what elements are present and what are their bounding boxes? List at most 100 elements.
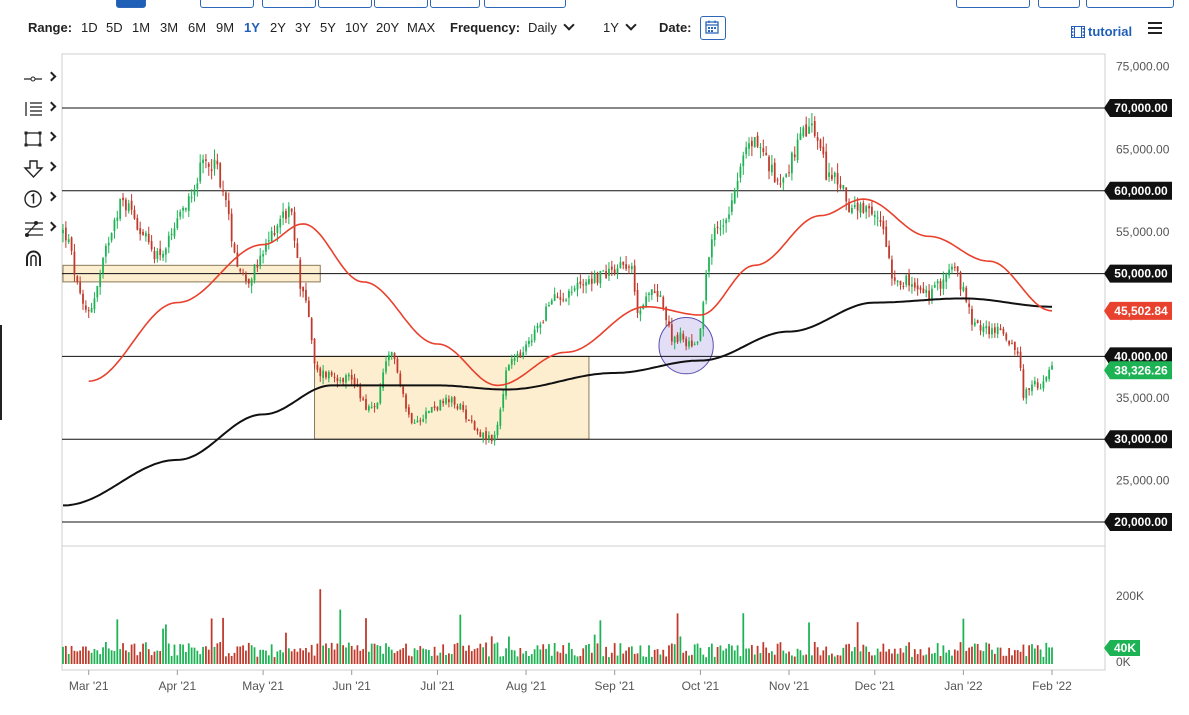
top-stub-7[interactable] <box>956 0 1030 8</box>
top-stub-4[interactable] <box>374 0 428 8</box>
frequency-select[interactable]: Daily <box>528 19 575 35</box>
volume-bar <box>856 622 859 664</box>
text-list-tool-button[interactable] <box>18 94 60 124</box>
candle-body <box>759 147 762 149</box>
volume-bar <box>931 653 933 664</box>
volume-bar <box>219 642 222 664</box>
date-picker-button[interactable] <box>700 16 726 40</box>
volume-bar <box>848 643 850 664</box>
candle-body <box>716 226 719 228</box>
volume-bar <box>64 645 67 664</box>
volume-bar <box>462 645 465 664</box>
candle-body <box>402 386 405 394</box>
level-tag-label: 30,000.00 <box>1114 432 1168 446</box>
range-5y-button[interactable]: 5Y <box>320 20 336 35</box>
text-list-icon <box>25 102 42 116</box>
volume-bar <box>1045 642 1048 664</box>
candle-body <box>1039 388 1042 390</box>
volume-bar <box>433 646 436 664</box>
top-stub-1[interactable] <box>200 0 254 8</box>
candle-body <box>216 160 219 165</box>
period-select[interactable]: 1Y <box>603 19 637 35</box>
range-5d-button[interactable]: 5D <box>106 20 123 35</box>
volume-bar <box>453 644 456 664</box>
rectangle-tool-button[interactable] <box>18 124 60 154</box>
range-9m-button[interactable]: 9M <box>216 20 235 35</box>
volume-bar <box>811 655 813 664</box>
volume-bar <box>190 647 193 664</box>
volume-bar <box>953 649 956 664</box>
line-tool-button[interactable] <box>18 64 60 94</box>
range-20y-button[interactable]: 20Y <box>376 20 400 35</box>
candle-body <box>502 394 505 408</box>
candle-body <box>533 329 536 341</box>
volume-bar <box>90 652 93 664</box>
number-marker-tool-button[interactable] <box>18 184 60 214</box>
price-tick-label: 65,000.00 <box>1116 142 1170 156</box>
top-stub-8[interactable] <box>1038 0 1080 8</box>
volume-bar <box>205 646 207 664</box>
range-6m-button[interactable]: 6M <box>188 20 207 35</box>
volume-bar <box>899 648 902 664</box>
volume-bar <box>796 648 799 664</box>
volume-bar <box>379 645 382 664</box>
candle-body <box>971 309 973 325</box>
candle-body <box>470 420 473 422</box>
tutorial-link[interactable]: tutorial <box>1071 24 1132 39</box>
candle-body <box>802 127 805 137</box>
volume-bar <box>319 589 322 664</box>
volume-value-tag-label: 40K <box>1114 641 1136 655</box>
candle-body <box>822 146 825 155</box>
candle-body <box>610 266 613 270</box>
volume-bar <box>813 641 816 664</box>
top-stub-active[interactable] <box>116 0 146 8</box>
fibonacci-tool-button[interactable] <box>18 214 60 244</box>
top-stub-2[interactable] <box>262 0 316 8</box>
candle-body <box>948 269 950 276</box>
candle-body <box>190 197 193 199</box>
range-10y-button[interactable]: 10Y <box>345 20 369 35</box>
candle-body <box>456 406 459 409</box>
volume-bar <box>293 649 296 664</box>
ma200-line <box>63 297 1052 507</box>
candle-body <box>762 148 765 152</box>
volume-bar <box>473 649 476 664</box>
volume-bar <box>733 650 736 664</box>
candle-body <box>999 328 1002 331</box>
top-stub-5[interactable] <box>430 0 480 8</box>
range-1m-button[interactable]: 1M <box>132 20 151 35</box>
range-3y-button[interactable]: 3Y <box>295 20 311 35</box>
range-1y-button[interactable]: 1Y <box>244 20 260 35</box>
volume-bar <box>447 653 450 664</box>
volume-bar <box>625 650 627 664</box>
volume-bar <box>316 643 319 664</box>
candle-body <box>648 293 650 295</box>
candle-body <box>350 374 353 380</box>
candle-body <box>473 421 476 430</box>
volume-bar <box>945 652 948 664</box>
level-tag-label: 20,000.00 <box>1114 515 1168 529</box>
volume-bar <box>902 652 905 664</box>
candle-body <box>956 266 959 272</box>
candle-body <box>430 406 433 413</box>
hamburger-menu-icon[interactable] <box>1148 22 1162 37</box>
range-2y-button[interactable]: 2Y <box>270 20 286 35</box>
top-stub-3[interactable] <box>318 0 372 8</box>
volume-bar <box>159 651 162 664</box>
ma50-line <box>88 198 1053 387</box>
top-stub-9[interactable] <box>1086 0 1174 8</box>
candle-body <box>182 207 184 211</box>
arrow-marker-tool-button[interactable] <box>18 154 60 184</box>
candle-body <box>213 159 216 169</box>
magnet-tool-button[interactable] <box>18 244 60 274</box>
top-stub-6[interactable] <box>484 0 566 8</box>
candle-body <box>153 251 156 260</box>
candle-body <box>322 370 324 378</box>
candle-body <box>799 133 802 140</box>
range-1d-button[interactable]: 1D <box>81 20 98 35</box>
candle-body <box>605 270 607 278</box>
range-max-button[interactable]: MAX <box>407 20 436 35</box>
range-3m-button[interactable]: 3M <box>160 20 179 35</box>
candle-body <box>548 304 550 306</box>
